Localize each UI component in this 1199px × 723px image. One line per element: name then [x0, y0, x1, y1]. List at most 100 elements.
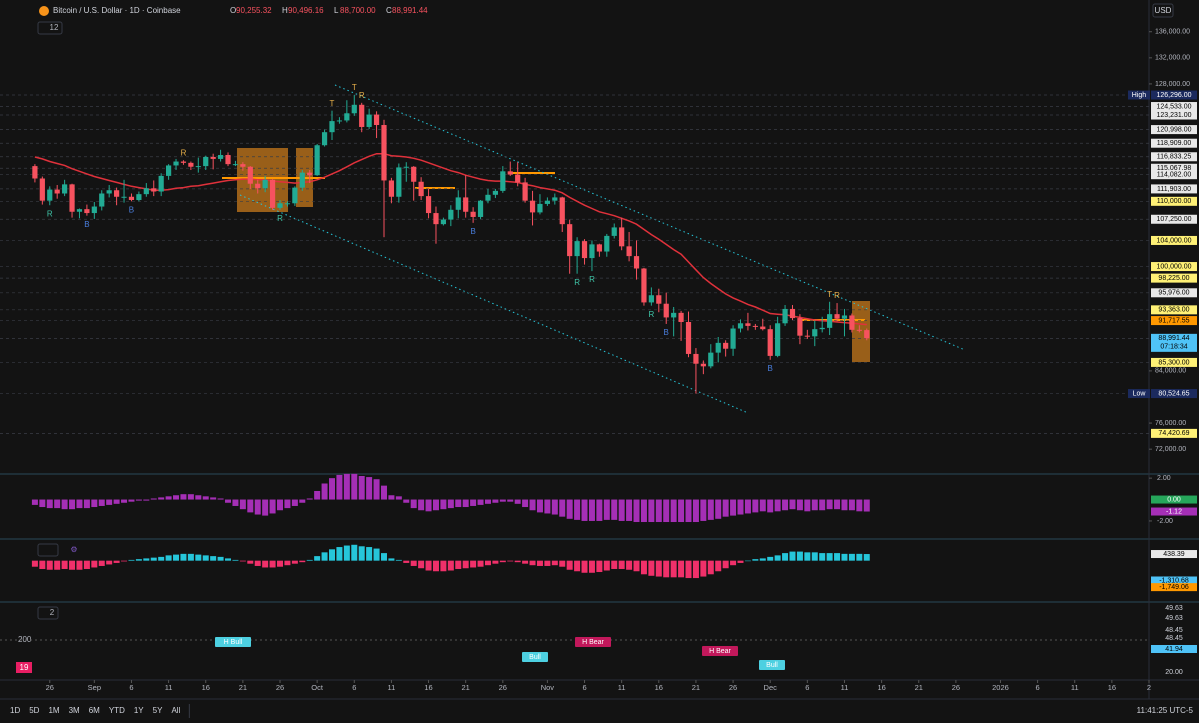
indicator-bar	[499, 560, 506, 563]
price-tag-label: 111,903.00	[1157, 186, 1191, 193]
candle-body	[782, 308, 788, 324]
range-button[interactable]: 5D	[29, 706, 39, 715]
indicator-bar	[603, 560, 610, 571]
indicator-bar	[314, 490, 321, 500]
indicator-bar	[834, 499, 841, 510]
indicator-bar	[544, 499, 551, 514]
clock: 11:41:25 UTC-5	[1137, 706, 1194, 715]
x-tick-label: Dec	[764, 683, 778, 692]
tag-box	[1128, 90, 1150, 100]
indicator-bar	[366, 547, 373, 561]
indicator-bar	[395, 559, 402, 561]
indicator-bar	[128, 499, 135, 502]
indicator-count[interactable]: 12	[50, 23, 59, 32]
candle-body	[767, 329, 773, 356]
settings-icon[interactable]: ⚙	[70, 545, 77, 554]
price-tag	[1151, 262, 1197, 272]
candle-body	[797, 318, 803, 336]
candle-body	[151, 188, 157, 192]
indicator-bar	[707, 560, 714, 575]
price-tag	[1151, 163, 1197, 173]
indicator-bar	[692, 560, 699, 579]
indicator-bar	[395, 496, 402, 500]
indicator-bar	[559, 499, 566, 517]
candle-body	[255, 183, 261, 189]
value-tag-label: 41.94	[1165, 646, 1183, 653]
indicator-bar	[121, 560, 128, 562]
candle-body	[173, 161, 179, 166]
candle-body	[381, 125, 387, 181]
candle-body	[567, 224, 573, 257]
price-tag-label: 91,717.55	[1158, 317, 1189, 324]
indicator-bar	[529, 499, 536, 511]
range-button[interactable]: 5Y	[153, 706, 163, 715]
candle-body	[232, 164, 239, 166]
price-tag	[1151, 333, 1197, 352]
indicator-bar	[54, 560, 61, 570]
pane-badge[interactable]	[37, 606, 59, 620]
candle-body	[611, 227, 617, 236]
indicator-bar	[848, 499, 855, 511]
indicator-bar	[232, 499, 239, 506]
divergence-label: Bull	[529, 654, 541, 661]
candle-body	[403, 166, 409, 168]
signal-label: T	[330, 99, 335, 108]
indicator-bar	[31, 499, 38, 505]
value-tag-label: 48.45	[1165, 635, 1183, 642]
candle-body	[359, 104, 365, 127]
x-tick-label: 21	[692, 683, 700, 692]
candle-body	[745, 323, 751, 326]
indicator-bar	[358, 546, 365, 561]
range-button[interactable]: 1Y	[134, 706, 144, 715]
indicator-bar	[380, 485, 387, 500]
indicator-bar	[418, 499, 425, 511]
value-tag	[1151, 614, 1197, 622]
tag-label: High	[1132, 92, 1147, 99]
indicator-bar	[76, 499, 83, 509]
candle-body	[849, 315, 855, 330]
x-tick-label: 11	[1071, 683, 1079, 692]
candle-body	[180, 161, 187, 163]
price-tag-label: 85,300.00	[1158, 359, 1189, 366]
indicator-bar	[782, 553, 789, 561]
indicator-bar	[841, 499, 848, 511]
candle-body	[114, 190, 120, 197]
value-tag	[1151, 495, 1197, 504]
signal-label: T	[352, 83, 357, 92]
indicator-bar	[492, 499, 499, 503]
price-tag	[1151, 288, 1197, 298]
indicator-bar	[819, 499, 826, 511]
indicator-badge[interactable]	[37, 21, 63, 35]
pane-toggle[interactable]	[37, 543, 59, 557]
pane-badge-count[interactable]: 2	[50, 608, 55, 617]
indicator-bar	[685, 560, 692, 579]
range-button[interactable]: 1M	[48, 706, 59, 715]
indicator-bar	[596, 560, 603, 573]
indicator-bar	[299, 499, 306, 503]
signal-label: T	[827, 290, 832, 299]
indicator-bar	[856, 499, 863, 512]
range-button[interactable]: 3M	[69, 706, 80, 715]
range-button[interactable]: All	[171, 706, 180, 715]
candle-body	[39, 178, 45, 201]
indicator-bar	[202, 555, 209, 561]
indicator-bar	[239, 499, 246, 510]
candle-body	[812, 329, 818, 337]
candle-body	[455, 197, 461, 210]
candle-body	[84, 209, 90, 214]
indicator-bar	[284, 560, 291, 566]
currency-box[interactable]	[1152, 3, 1174, 18]
indicator-bar	[173, 495, 180, 500]
candle-body	[136, 194, 142, 201]
value-tag	[1151, 634, 1197, 642]
currency[interactable]: USD	[1155, 6, 1172, 15]
x-tick-label: 16	[655, 683, 663, 692]
range-button[interactable]: 1D	[10, 706, 20, 715]
signal-label: R	[277, 214, 283, 223]
range-button[interactable]: 6M	[89, 706, 100, 715]
indicator-bar	[544, 560, 551, 566]
y-tick-label: 76,000.00	[1155, 420, 1186, 427]
range-button[interactable]: YTD	[109, 706, 125, 715]
indicator-bar	[410, 560, 417, 566]
x-tick-label: Nov	[541, 683, 555, 692]
